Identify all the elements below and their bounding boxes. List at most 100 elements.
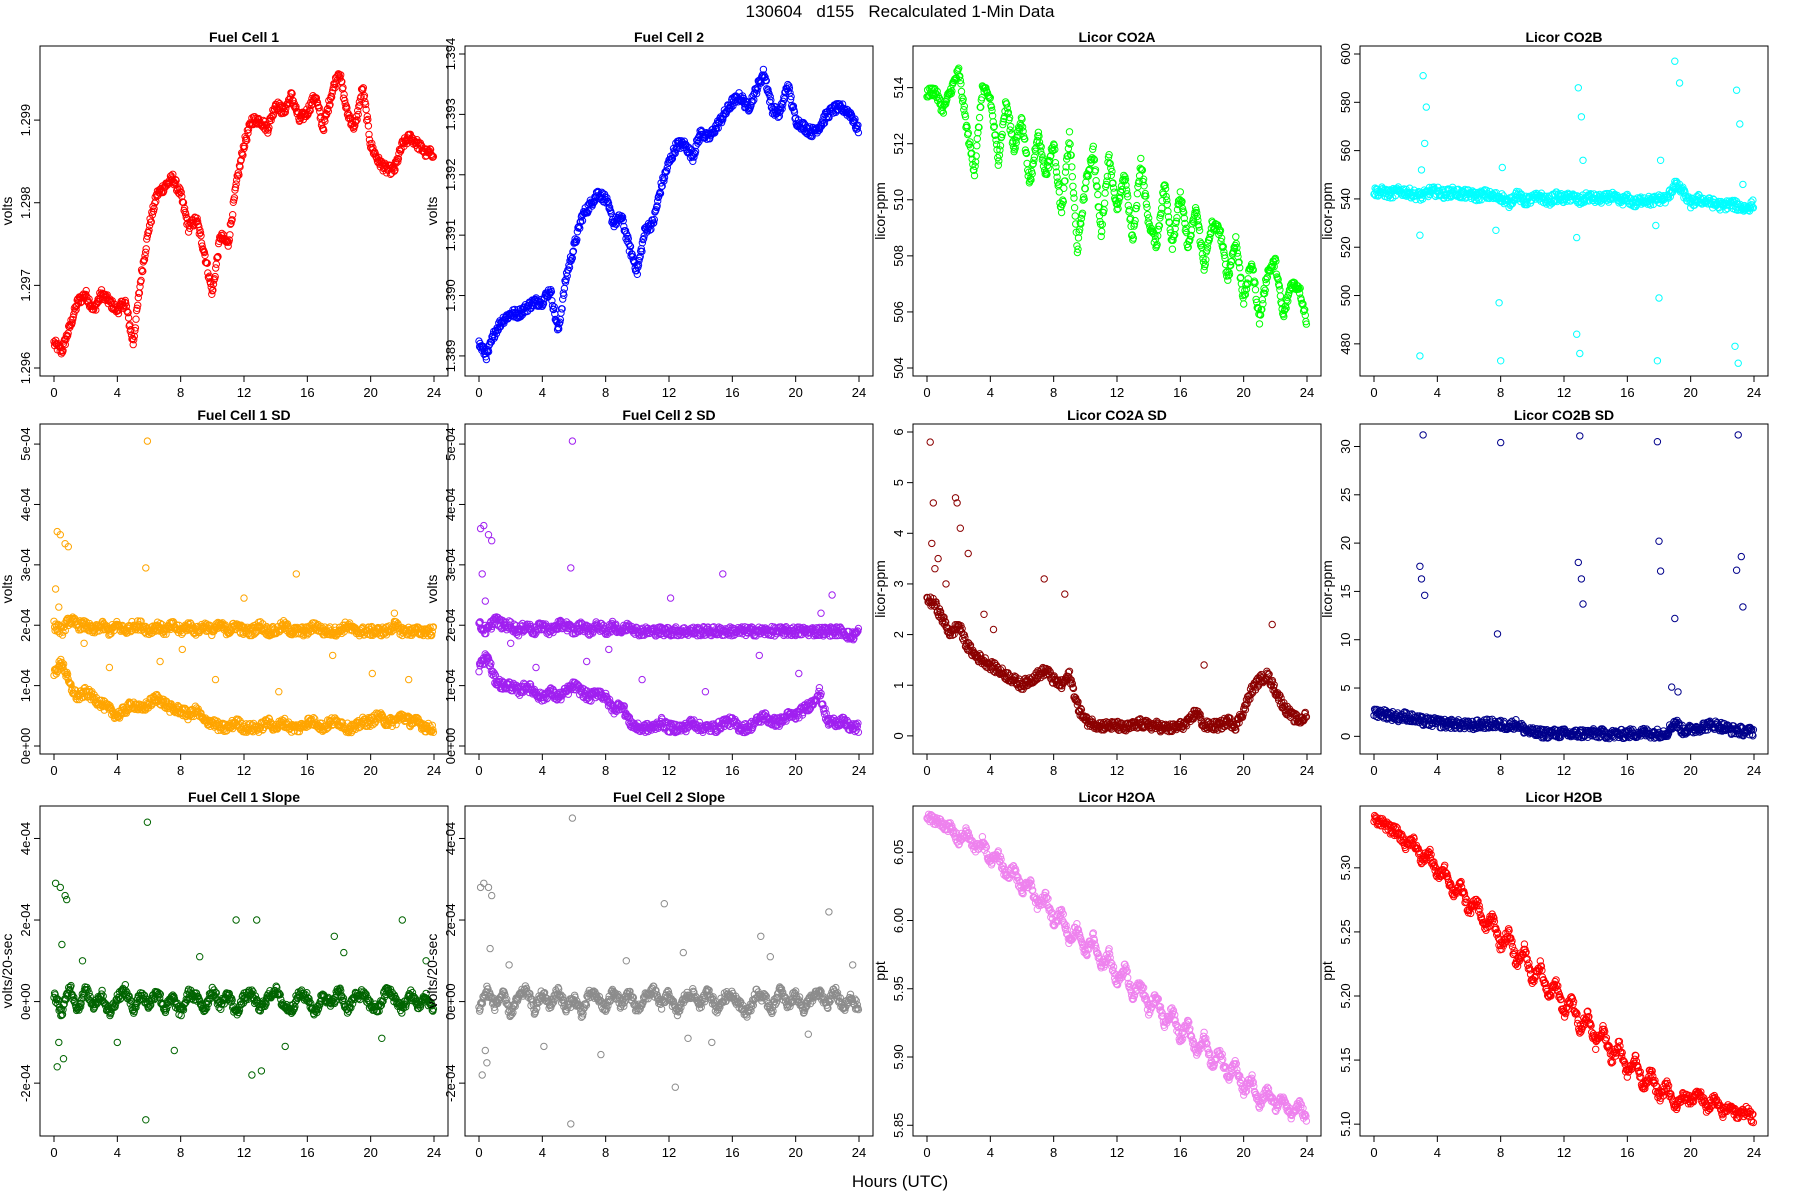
data-point <box>1281 305 1289 314</box>
data-point <box>315 104 323 112</box>
data-point <box>1074 245 1082 253</box>
y-axis-label: volts <box>0 197 15 226</box>
data-point <box>1260 289 1269 298</box>
data-point <box>72 306 80 314</box>
data-point <box>633 270 641 278</box>
data-point <box>1143 210 1152 219</box>
data-point <box>141 252 149 260</box>
data-point <box>1166 225 1174 234</box>
data-point <box>365 136 374 144</box>
data-point <box>1030 156 1038 165</box>
data-point <box>1661 193 1669 202</box>
y-tick-label: 540 <box>1338 188 1353 210</box>
data-point <box>960 106 968 114</box>
data-point <box>970 171 979 180</box>
data-point <box>228 216 236 224</box>
data-point <box>1077 220 1085 228</box>
data-point <box>198 242 206 250</box>
data-point <box>362 105 370 114</box>
data-point <box>1014 131 1022 140</box>
data-point <box>995 151 1004 159</box>
data-point <box>1169 236 1177 244</box>
data-point <box>1282 296 1291 304</box>
data-point <box>1124 201 1133 210</box>
data-point <box>1050 141 1058 149</box>
y-tick-label: 1.296 <box>18 352 33 385</box>
data-point <box>1653 357 1662 365</box>
data-point <box>1240 300 1248 308</box>
data-point <box>1021 135 1029 143</box>
data-point <box>363 116 371 125</box>
data-point <box>694 139 702 147</box>
data-point <box>1133 190 1142 198</box>
data-point <box>1146 223 1154 231</box>
data-point <box>1091 166 1100 174</box>
data-point <box>1130 220 1139 228</box>
data-point <box>961 112 970 121</box>
panel-title: Fuel Cell 2 SD <box>622 407 715 423</box>
data-point <box>656 189 665 198</box>
data-point <box>1249 265 1257 273</box>
data-point <box>1283 293 1291 301</box>
data-point <box>142 245 150 253</box>
data-point <box>1200 266 1208 274</box>
data-point <box>352 117 360 125</box>
data-point <box>1297 296 1306 304</box>
data-point <box>140 256 148 265</box>
data-point <box>775 112 783 121</box>
data-point <box>1180 208 1188 217</box>
data-point <box>1068 163 1076 171</box>
plot-frame <box>39 45 449 377</box>
data-point <box>312 94 321 102</box>
data-point <box>660 174 669 182</box>
data-point <box>654 197 662 205</box>
y-axis-label: licor-ppm <box>872 182 888 240</box>
data-point <box>1482 186 1491 195</box>
data-point <box>639 235 647 244</box>
x-tick-label: 20 <box>363 763 377 778</box>
data-point <box>150 204 158 213</box>
data-point <box>1037 143 1045 151</box>
data-point <box>1158 204 1166 212</box>
data-point <box>156 657 164 666</box>
data-point <box>312 95 320 103</box>
data-point <box>320 126 328 135</box>
data-point <box>1203 244 1212 252</box>
data-point <box>569 247 578 255</box>
data-point <box>820 119 829 127</box>
x-tick-label: 8 <box>602 385 609 400</box>
data-point <box>1656 156 1665 165</box>
data-point <box>1098 227 1106 236</box>
data-point <box>1135 177 1143 186</box>
data-point <box>55 603 63 611</box>
y-tick-label: 480 <box>1338 333 1353 355</box>
data-point <box>365 130 373 139</box>
data-point <box>1080 195 1088 203</box>
data-point <box>1153 240 1161 249</box>
x-tick-label: 8 <box>177 763 184 778</box>
data-point <box>767 96 775 105</box>
data-point <box>1120 171 1128 180</box>
data-point <box>203 259 211 267</box>
plot-frame <box>1359 45 1769 377</box>
y-axis-label: volts <box>424 197 440 226</box>
x-tick-label: 12 <box>1110 385 1124 400</box>
data-point <box>359 84 367 92</box>
data-point <box>1734 359 1742 367</box>
x-tick-label: 16 <box>1173 385 1187 400</box>
data-point <box>840 104 848 113</box>
data-point <box>1061 168 1070 176</box>
data-point <box>1576 349 1584 358</box>
x-tick-label: 4 <box>1434 385 1441 400</box>
data-point <box>1163 196 1171 204</box>
data-point <box>122 299 130 307</box>
data-point <box>51 585 60 593</box>
data-point <box>127 326 135 334</box>
data-point <box>1216 226 1225 235</box>
data-point <box>1100 199 1109 207</box>
data-point <box>1155 222 1164 230</box>
data-point <box>1422 103 1431 111</box>
data-point <box>1018 123 1027 131</box>
data-point <box>766 93 774 101</box>
data-point <box>1495 299 1503 307</box>
